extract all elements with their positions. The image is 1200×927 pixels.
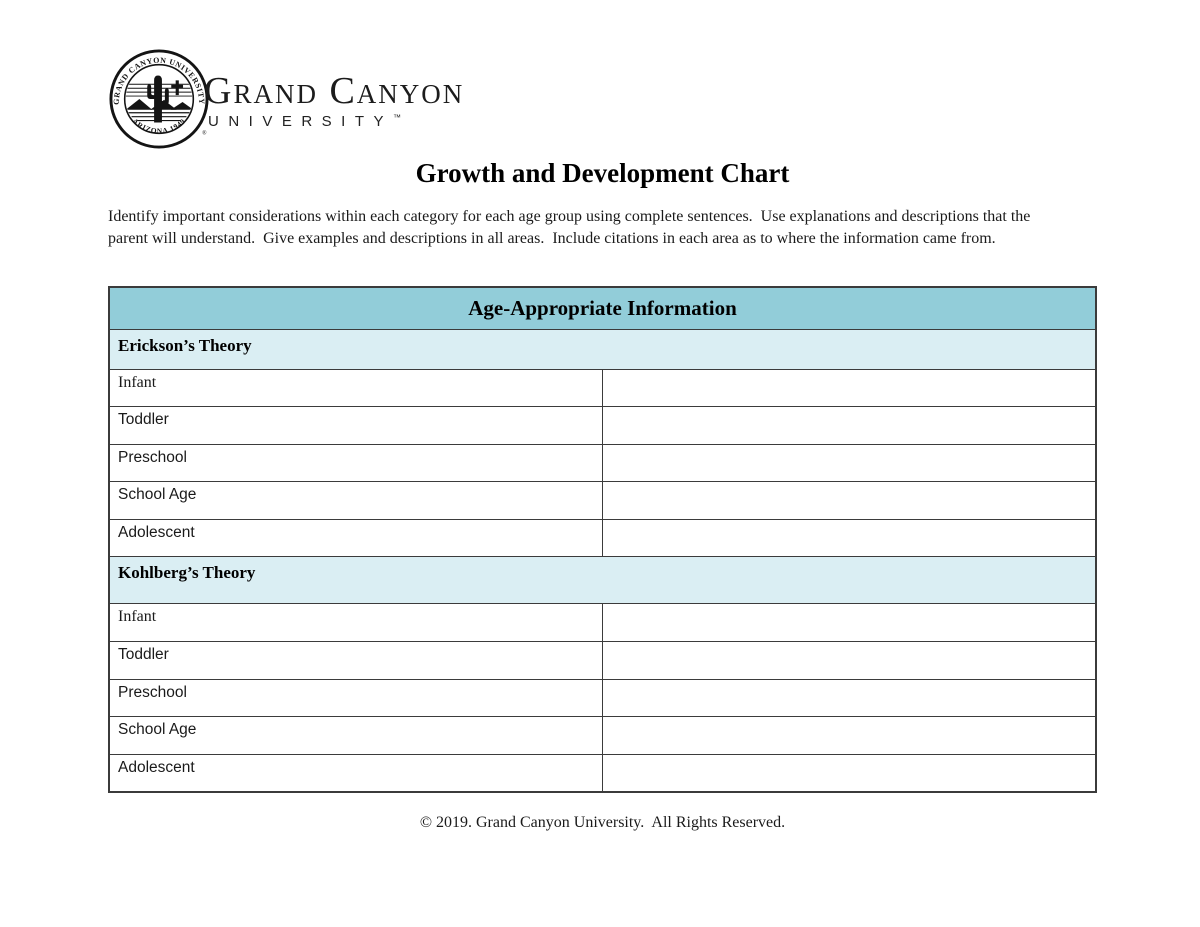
section-title-erickson: Erickson’s Theory [108,328,1097,370]
wordmark-university: UNIVERSITY™ [208,113,402,130]
cactus-icon [147,75,169,123]
row-label-adolescent: Adolescent [108,518,603,558]
table-row: School Age [108,716,1097,755]
wordmark-grand-canyon: Grand Canyon [204,70,465,112]
content-cell-kohlberg-toddler[interactable] [602,641,1097,680]
table-row: Adolescent [108,518,1097,558]
row-label-preschool: Preschool [108,443,603,483]
table-row: Infant [108,603,1097,643]
row-label-adolescent: Adolescent [108,753,603,793]
content-cell-erickson-school-age[interactable] [602,481,1097,520]
table-row: Infant [108,368,1097,408]
row-label-preschool: Preschool [108,678,603,718]
seal-cactus-art [125,75,193,123]
row-label-infant: Infant [108,368,603,408]
copyright-footer: © 2019. Grand Canyon University. All Rig… [419,814,786,831]
page-title: Growth and Development Chart [415,158,790,188]
content-cell-kohlberg-infant[interactable] [602,603,1097,643]
row-label-school-age: School Age [108,716,603,755]
trademark-symbol: ™ [393,113,402,122]
content-cell-erickson-infant[interactable] [602,368,1097,408]
table-row: Preschool [108,443,1097,483]
instructions-text: Identify important considerations within… [108,208,1035,247]
seal-registered-mark: ® [202,129,207,136]
content-cell-kohlberg-preschool[interactable] [602,678,1097,718]
content-cell-erickson-toddler[interactable] [602,406,1097,445]
row-label-infant: Infant [108,603,603,643]
table-row: School Age [108,481,1097,520]
table-row: Toddler [108,406,1097,445]
cross-icon [171,80,184,96]
content-cell-erickson-preschool[interactable] [602,443,1097,483]
gcu-wordmark: Grand Canyon UNIVERSITY™ [204,72,564,130]
age-appropriate-table: Age-Appropriate Information Erickson’s T… [108,286,1097,793]
row-label-toddler: Toddler [108,641,603,680]
gcu-seal-icon: GRAND CANYON UNIVERSITY ARIZONA 1949 [109,49,209,149]
section-title-kohlberg: Kohlberg’s Theory [108,556,1097,605]
table-row: Adolescent [108,753,1097,793]
content-cell-kohlberg-adolescent[interactable] [602,753,1097,793]
row-label-toddler: Toddler [108,406,603,445]
row-label-school-age: School Age [108,481,603,520]
content-cell-erickson-adolescent[interactable] [602,518,1097,558]
table-row: Toddler [108,641,1097,680]
content-cell-kohlberg-school-age[interactable] [602,716,1097,755]
table-row: Preschool [108,678,1097,718]
table-header: Age-Appropriate Information [108,286,1097,330]
